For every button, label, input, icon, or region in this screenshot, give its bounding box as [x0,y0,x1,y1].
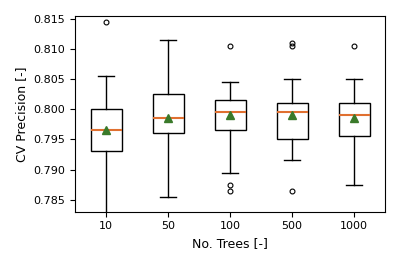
X-axis label: No. Trees [-]: No. Trees [-] [192,237,268,250]
PathPatch shape [338,103,370,136]
PathPatch shape [276,103,308,139]
PathPatch shape [91,109,122,152]
PathPatch shape [214,100,246,130]
Y-axis label: CV Precision [-]: CV Precision [-] [15,66,28,162]
PathPatch shape [153,94,184,133]
